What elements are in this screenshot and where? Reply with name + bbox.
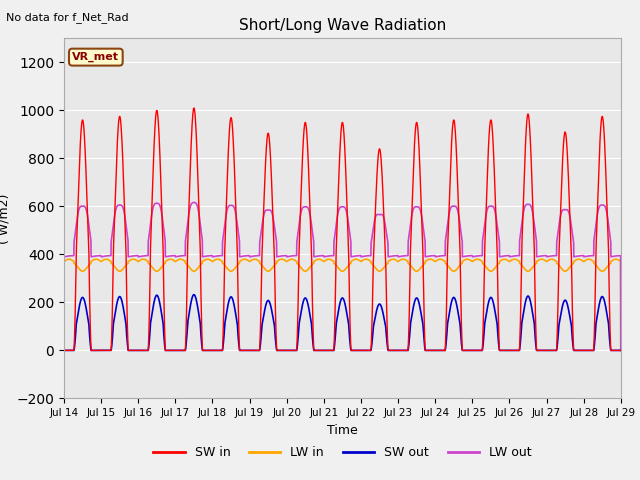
LW out [157,205,164,211]
SW in [190,105,198,111]
Line: LW in: LW in [64,259,621,350]
SW in [298,171,306,177]
SW out [298,305,306,311]
SW out [157,304,164,310]
SW out [124,342,131,348]
SW in [124,327,131,333]
Title: Short/Long Wave Radiation: Short/Long Wave Radiation [239,18,446,33]
LW in [606,261,614,266]
SW in [274,348,282,353]
Y-axis label: ( W/m2): ( W/m2) [0,193,11,243]
LW out [274,254,282,260]
SW out [606,341,614,347]
SW out [60,348,68,353]
Line: SW out: SW out [64,295,621,350]
Legend: SW in, LW in, SW out, LW out: SW in, LW in, SW out, LW out [148,441,536,464]
LW out [298,206,306,212]
LW out [546,253,554,259]
LW in [617,348,625,353]
X-axis label: Time: Time [327,424,358,437]
Text: No data for f_Net_Rad: No data for f_Net_Rad [6,12,129,23]
SW in [60,348,68,353]
SW out [274,348,282,353]
SW out [546,348,554,353]
LW in [546,257,554,263]
Text: VR_met: VR_met [72,52,119,62]
SW in [546,348,554,353]
LW in [274,258,282,264]
LW out [60,254,68,260]
LW out [190,200,198,205]
LW in [124,261,132,266]
LW in [65,256,73,262]
LW in [60,259,68,264]
SW in [617,348,625,353]
LW out [124,234,131,240]
LW in [298,266,306,272]
LW out [606,234,614,240]
Line: SW in: SW in [64,108,621,350]
SW out [190,292,198,298]
SW in [606,326,614,332]
LW in [157,265,164,271]
SW in [157,170,164,176]
LW out [617,348,625,353]
SW out [617,348,625,353]
Line: LW out: LW out [64,203,621,350]
